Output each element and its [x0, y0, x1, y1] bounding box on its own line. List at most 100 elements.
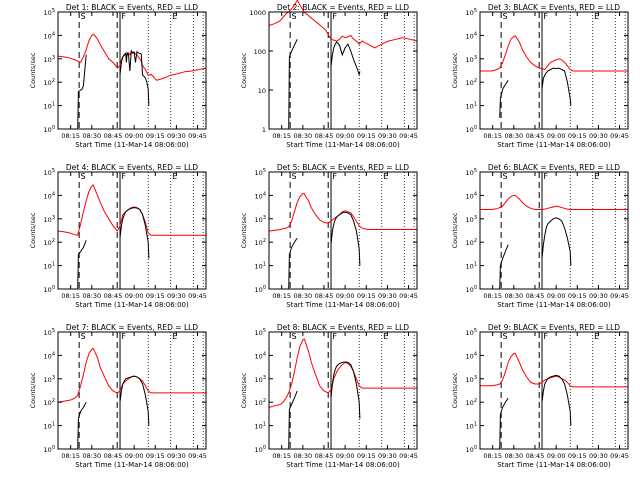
chart-panel-det-3: S F E 100 101 102 103 104 105 08:15 08:30 08:45 09:0… [451, 3, 629, 149]
y-tick-label: 104 [255, 191, 266, 200]
x-tick-label: 08:45 [315, 132, 334, 140]
y-tick-label: 103 [44, 215, 55, 224]
x-axis-label: Start Time (11-Mar-14 08:06:00) [75, 141, 189, 149]
x-tick-label: 08:15 [272, 132, 291, 140]
x-tick-label: 08:15 [483, 292, 502, 300]
panel-title: Det 4: BLACK = Events, RED = LLD [66, 163, 198, 172]
plot-frame [57, 171, 207, 290]
y-axis-label: Counts/sec [240, 52, 248, 88]
x-tick-label: 09:00 [336, 452, 355, 460]
x-tick-label: 09:30 [378, 292, 397, 300]
x-tick-label: 08:45 [315, 292, 334, 300]
x-axis-label: Start Time (11-Mar-14 08:06:00) [497, 461, 611, 469]
x-axis-label: Start Time (11-Mar-14 08:06:00) [75, 301, 189, 309]
plot-frame [479, 171, 629, 290]
x-tick-label: 08:45 [104, 292, 123, 300]
marker-label-e: E [594, 12, 599, 21]
x-tick-label: 08:30 [504, 132, 523, 140]
chart-panel-det-9: S F E 100 101 102 103 104 105 08:15 08:30 08:45 09:0… [451, 323, 629, 469]
x-tick-label: 08:30 [293, 292, 312, 300]
y-tick-label: 105 [466, 168, 477, 177]
y-tick-label: 101 [44, 262, 55, 271]
plot-frame [57, 11, 207, 130]
series-events-line-0 [499, 244, 509, 290]
panel-title: Det 1: BLACK = Events, RED = LLD [66, 3, 198, 12]
y-tick-label: 103 [44, 55, 55, 64]
x-tick-label: 09:30 [167, 132, 186, 140]
marker-label-e: E [172, 172, 177, 181]
marker-label-s: S [81, 172, 86, 181]
x-tick-label: 09:45 [610, 452, 629, 460]
marker-label-s: S [292, 332, 297, 341]
series-events-line-0 [288, 390, 298, 450]
x-tick-label: 08:30 [293, 132, 312, 140]
x-tick-label: 08:45 [526, 292, 545, 300]
x-axis-label: Start Time (11-Mar-14 08:06:00) [497, 141, 611, 149]
y-tick-label: 101 [255, 262, 266, 271]
y-tick-label: 102 [466, 398, 477, 407]
y-axis-label: Counts/sec [240, 212, 248, 248]
marker-label-f: F [332, 12, 337, 21]
y-tick-label: 100 [254, 48, 266, 56]
marker-label-s: S [81, 12, 86, 21]
chart-panel-det-4: S F E 100 101 102 103 104 105 08:15 08:30 08:45 09:0… [29, 163, 207, 309]
marker-label-f: F [121, 12, 126, 21]
y-axis-label: Counts/sec [240, 372, 248, 408]
y-tick-label: 105 [466, 8, 477, 17]
y-tick-label: 100 [44, 125, 55, 134]
chart-panel-det-1: S F E 100 101 102 103 104 105 08:15 08:30 08:45 09:0… [29, 3, 207, 149]
y-axis-label: Counts/sec [29, 372, 37, 408]
series-lld-line-1 [57, 33, 207, 81]
marker-label-f: F [543, 172, 548, 181]
x-tick-label: 08:15 [61, 132, 80, 140]
y-tick-label: 103 [44, 375, 55, 384]
x-axis-label: Start Time (11-Mar-14 08:06:00) [286, 301, 400, 309]
y-tick-label: 102 [44, 238, 55, 247]
y-tick-label: 102 [44, 398, 55, 407]
series-events-line-2 [119, 49, 150, 106]
y-tick-label: 105 [44, 168, 55, 177]
plot-frame [268, 11, 418, 130]
marker-label-f: F [121, 332, 126, 341]
x-tick-label: 09:00 [336, 132, 355, 140]
y-tick-label: 105 [44, 8, 55, 17]
marker-label-f: F [121, 172, 126, 181]
y-axis-label: Counts/sec [29, 212, 37, 248]
series-events-line-2 [330, 41, 361, 77]
x-tick-label: 09:15 [357, 132, 376, 140]
x-tick-label: 08:15 [61, 292, 80, 300]
y-tick-label: 101 [44, 102, 55, 111]
x-tick-label: 08:45 [526, 132, 545, 140]
y-tick-label: 100 [44, 285, 55, 294]
y-tick-label: 102 [255, 398, 266, 407]
panel-title: Det 5: BLACK = Events, RED = LLD [277, 163, 409, 172]
y-tick-label: 100 [255, 445, 266, 454]
marker-label-e: E [172, 12, 177, 21]
chart-panel-det-7: S F E 100 101 102 103 104 105 08:15 08:30 08:45 09:0… [29, 323, 207, 469]
y-tick-label: 100 [255, 285, 266, 294]
y-tick-label: 104 [255, 351, 266, 360]
marker-label-e: E [594, 172, 599, 181]
x-tick-label: 09:00 [125, 292, 144, 300]
marker-label-e: E [594, 332, 599, 341]
y-tick-label: 1 [262, 126, 266, 134]
x-tick-label: 09:00 [547, 132, 566, 140]
x-tick-label: 08:15 [483, 452, 502, 460]
x-tick-label: 09:45 [188, 452, 207, 460]
x-tick-label: 08:30 [82, 292, 101, 300]
series-events-line-2 [541, 67, 572, 106]
series-lld-line-1 [57, 347, 206, 403]
marker-label-f: F [543, 332, 548, 341]
panel-title: Det 7: BLACK = Events, RED = LLD [66, 323, 198, 332]
series-lld-line-1 [480, 194, 628, 210]
y-tick-label: 101 [466, 422, 477, 431]
y-tick-label: 104 [44, 31, 55, 40]
y-tick-label: 102 [255, 238, 266, 247]
series-lld-line-1 [480, 35, 628, 72]
series-events-line-2 [119, 207, 150, 259]
y-tick-label: 103 [466, 55, 477, 64]
panel-title: Det 3: BLACK = Events, RED = LLD [488, 3, 620, 12]
x-tick-label: 09:15 [357, 292, 376, 300]
